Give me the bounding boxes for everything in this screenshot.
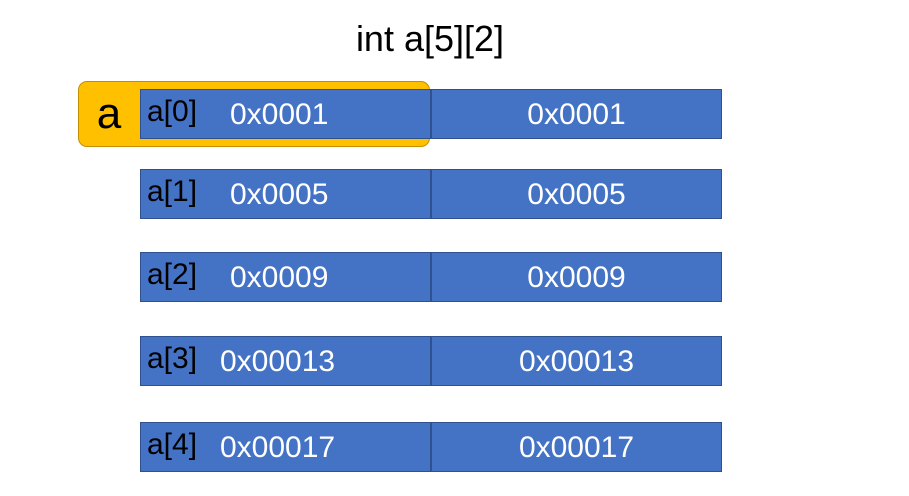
cell-2-1 xyxy=(431,252,722,302)
address-1-0: 0x0005 xyxy=(230,178,329,211)
cell-0-0 xyxy=(140,89,431,139)
array-row-1: a[1] 0x0005 0x0005 xyxy=(140,169,722,219)
cell-4-0 xyxy=(140,422,431,472)
cell-2-0 xyxy=(140,252,431,302)
cell-1-1 xyxy=(431,169,722,219)
row-label-4: a[4] xyxy=(147,428,198,461)
array-row-4: a[4] 0x00017 0x00017 xyxy=(140,422,722,472)
row-label-0: a[0] xyxy=(147,95,198,128)
row-label-1: a[1] xyxy=(147,175,198,208)
cell-3-1 xyxy=(431,336,722,386)
cell-3-0 xyxy=(140,336,431,386)
address-4-1: 0x00017 xyxy=(518,431,635,464)
cell-0-1 xyxy=(431,89,722,139)
diagram-title: int a[5][2] xyxy=(355,18,505,59)
address-3-0: 0x00013 xyxy=(220,345,336,378)
address-0-1: 0x0001 xyxy=(527,98,626,131)
row-label-3: a[3] xyxy=(147,342,198,375)
cell-4-1 xyxy=(431,422,722,472)
address-0-0: 0x0001 xyxy=(230,98,329,131)
address-1-1: 0x0005 xyxy=(527,178,626,211)
pointer-label: a xyxy=(96,89,122,138)
address-4-0: 0x00017 xyxy=(220,431,336,464)
array-row-2: a[2] 0x0009 0x0009 xyxy=(140,252,722,302)
cell-1-0 xyxy=(140,169,431,219)
address-3-1: 0x00013 xyxy=(518,345,635,378)
address-2-1: 0x0009 xyxy=(527,261,626,294)
address-2-0: 0x0009 xyxy=(230,261,329,294)
row-label-2: a[2] xyxy=(147,258,198,291)
array-row-3: a[3] 0x00013 0x00013 xyxy=(140,336,722,386)
array-row-0: a[0] 0x0001 0x0001 xyxy=(140,89,722,139)
